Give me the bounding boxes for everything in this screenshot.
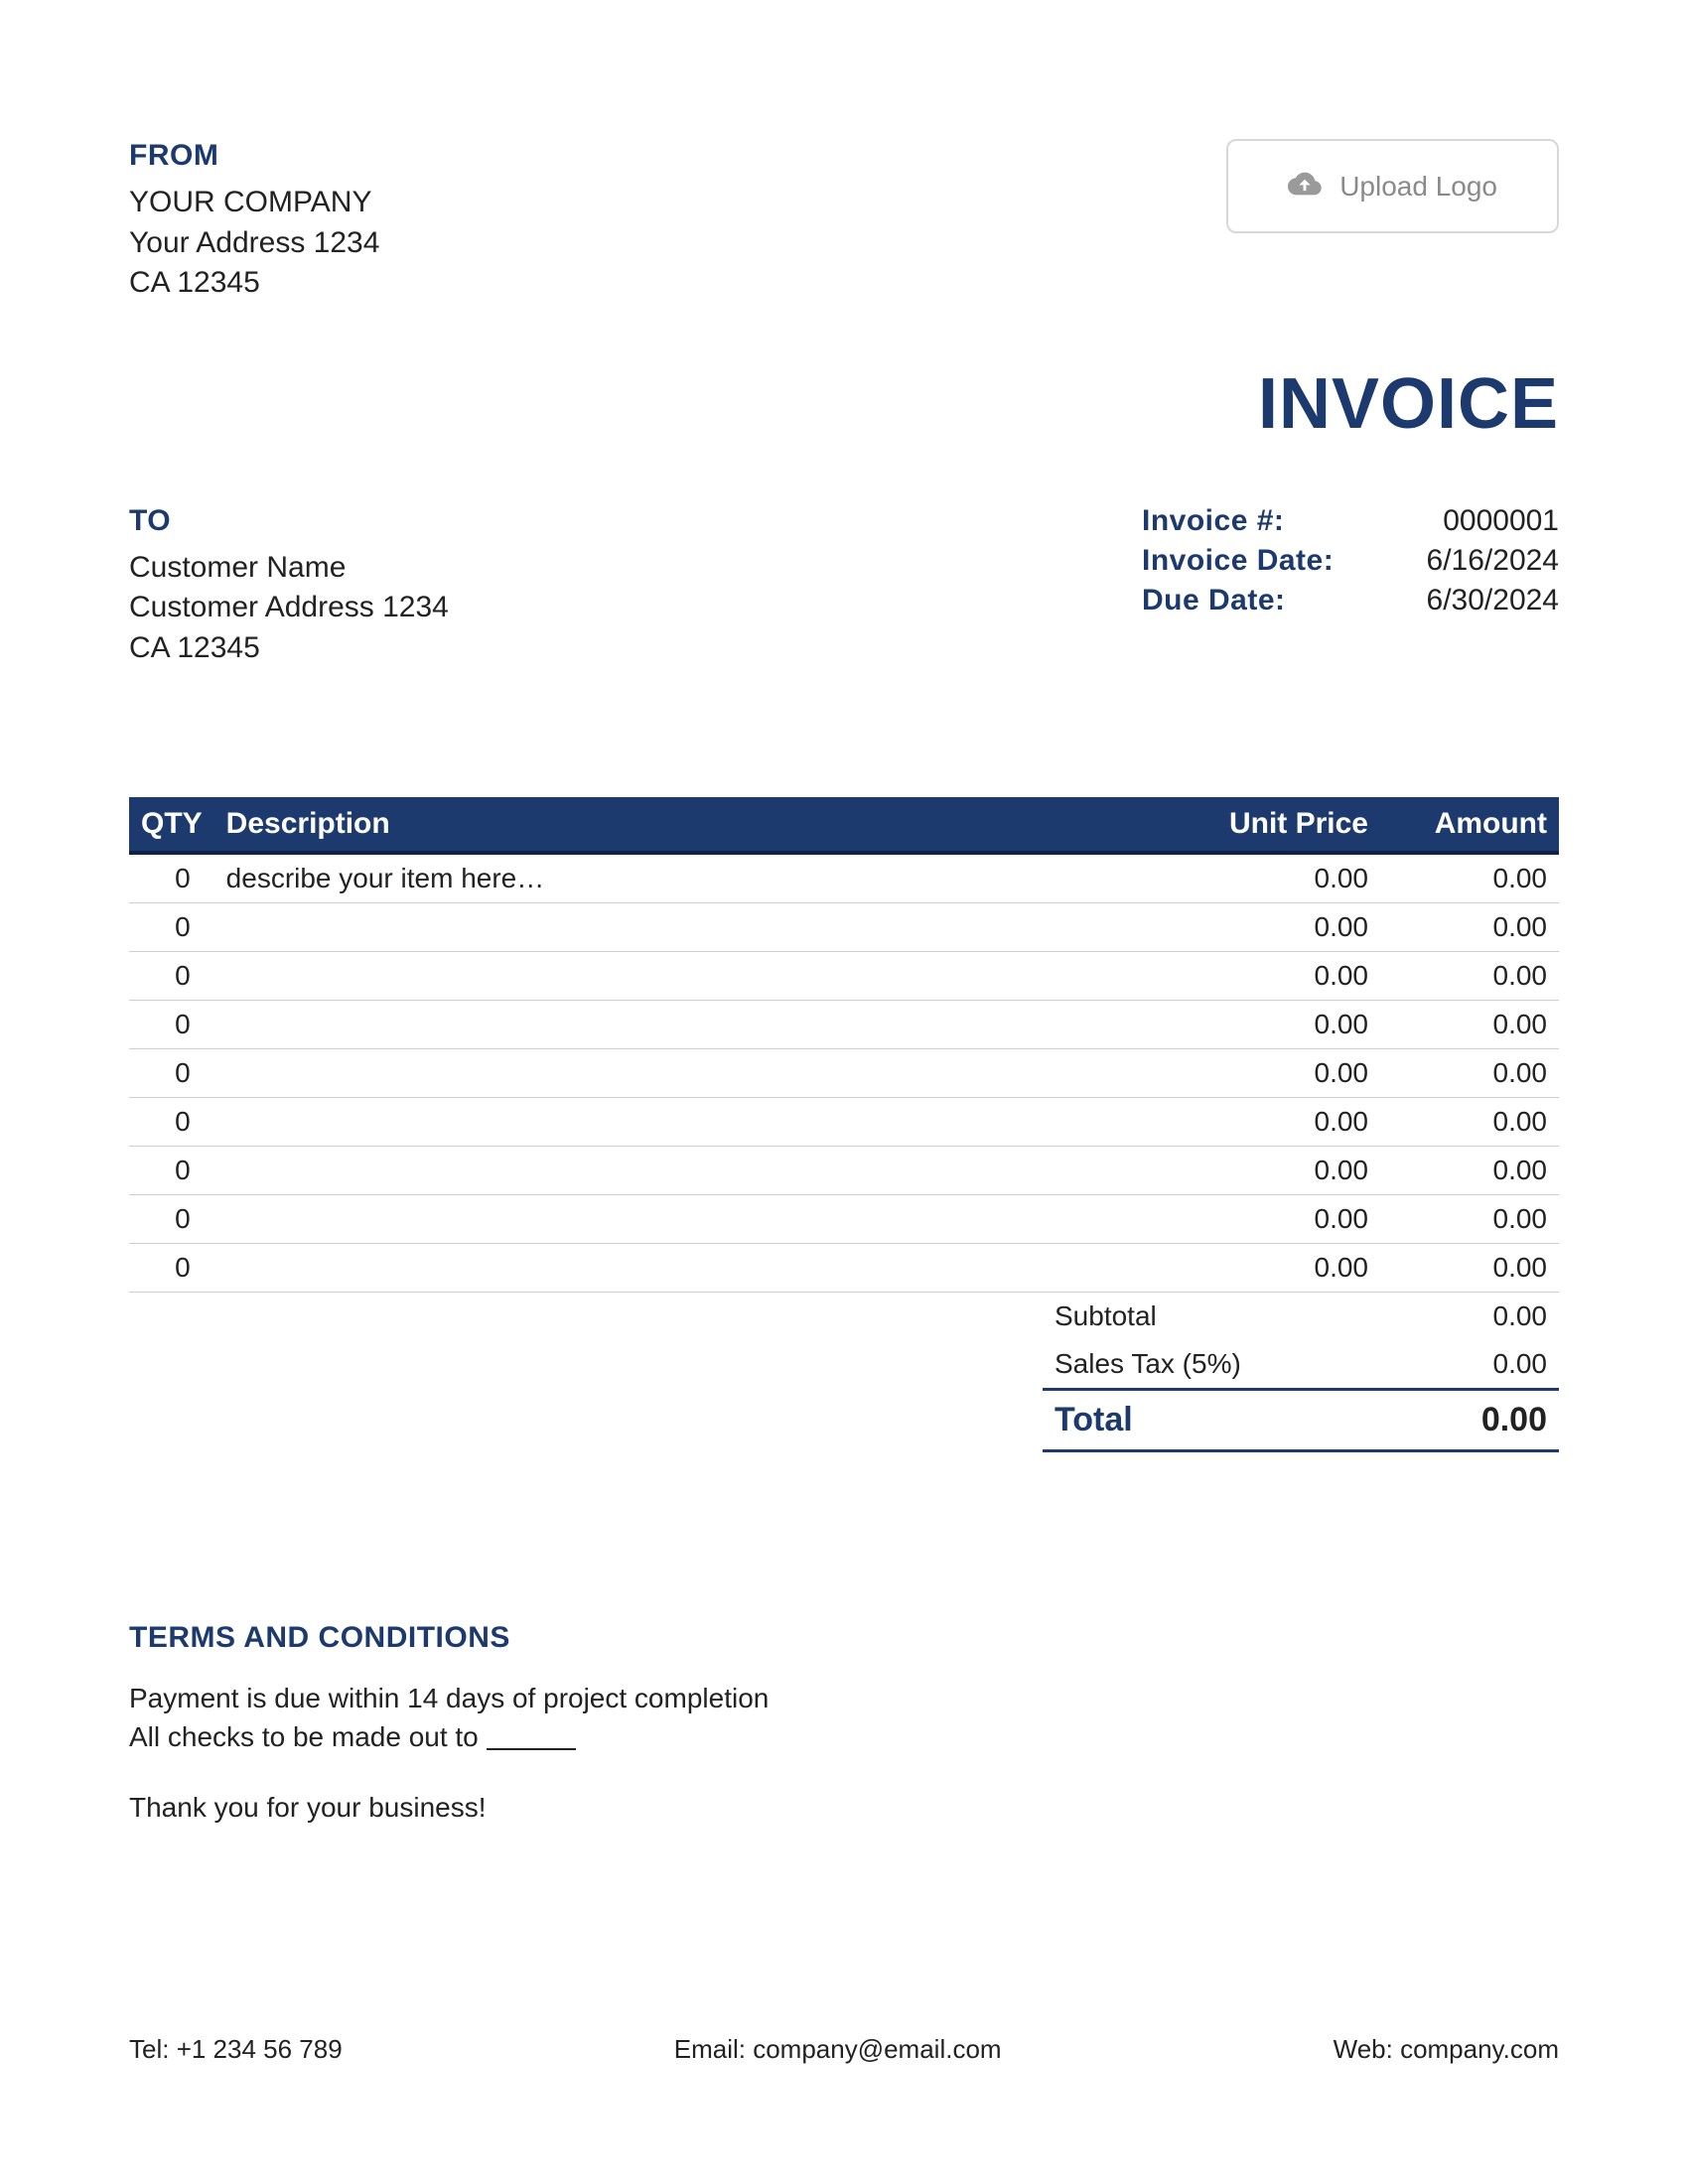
cell-qty[interactable]: 0 bbox=[129, 1001, 214, 1049]
to-block: TO Customer Name Customer Address 1234 C… bbox=[129, 504, 449, 669]
to-label: TO bbox=[129, 504, 449, 538]
from-block: FROM YOUR COMPANY Your Address 1234 CA 1… bbox=[129, 139, 379, 304]
from-company: YOUR COMPANY bbox=[129, 183, 379, 223]
upload-logo-label: Upload Logo bbox=[1339, 171, 1497, 203]
due-date-label: Due Date: bbox=[1142, 584, 1360, 617]
cell-unit[interactable]: 0.00 bbox=[1182, 952, 1380, 1001]
table-row: 0 0.000.00 bbox=[129, 1049, 1559, 1098]
cell-desc[interactable] bbox=[214, 1244, 1182, 1293]
cell-desc[interactable] bbox=[214, 1098, 1182, 1147]
cell-unit[interactable]: 0.00 bbox=[1182, 1195, 1380, 1244]
cell-amt: 0.00 bbox=[1380, 1195, 1559, 1244]
terms-line-2-text: All checks to be made out to bbox=[129, 1721, 487, 1752]
to-name: Customer Name bbox=[129, 548, 449, 589]
cell-unit[interactable]: 0.00 bbox=[1182, 1244, 1380, 1293]
subtotal-value: 0.00 bbox=[1493, 1300, 1548, 1332]
cell-qty[interactable]: 0 bbox=[129, 853, 214, 903]
upload-logo-button[interactable]: Upload Logo bbox=[1226, 139, 1559, 233]
invoice-number-label: Invoice #: bbox=[1142, 504, 1360, 538]
footer-tel-label: Tel: bbox=[129, 2034, 177, 2064]
cell-amt: 0.00 bbox=[1380, 1244, 1559, 1293]
from-label: FROM bbox=[129, 139, 379, 173]
table-row: 0 0.000.00 bbox=[129, 1001, 1559, 1049]
cell-desc[interactable] bbox=[214, 1049, 1182, 1098]
table-row: 0 0.000.00 bbox=[129, 1244, 1559, 1293]
tax-label: Sales Tax (5%) bbox=[1043, 1348, 1241, 1380]
to-address: Customer Address 1234 bbox=[129, 588, 449, 628]
footer-web-value: company.com bbox=[1400, 2034, 1559, 2064]
cell-qty[interactable]: 0 bbox=[129, 952, 214, 1001]
cell-qty[interactable]: 0 bbox=[129, 1195, 214, 1244]
cell-amt: 0.00 bbox=[1380, 1147, 1559, 1195]
invoice-date-value: 6/16/2024 bbox=[1360, 544, 1559, 578]
cell-amt: 0.00 bbox=[1380, 1049, 1559, 1098]
table-row: 0 0.000.00 bbox=[129, 1195, 1559, 1244]
table-row: 0 0.000.00 bbox=[129, 1098, 1559, 1147]
terms-block: TERMS AND CONDITIONS Payment is due with… bbox=[129, 1621, 1559, 1828]
cell-qty[interactable]: 0 bbox=[129, 1049, 214, 1098]
footer: Tel: +1 234 56 789 Email: company@email.… bbox=[129, 2034, 1559, 2065]
cell-unit[interactable]: 0.00 bbox=[1182, 1147, 1380, 1195]
to-city-zip: CA 12345 bbox=[129, 628, 449, 669]
cell-qty[interactable]: 0 bbox=[129, 903, 214, 952]
cell-unit[interactable]: 0.00 bbox=[1182, 1098, 1380, 1147]
cell-desc[interactable] bbox=[214, 903, 1182, 952]
footer-web: Web: company.com bbox=[1334, 2034, 1559, 2065]
cell-amt: 0.00 bbox=[1380, 1001, 1559, 1049]
invoice-date-label: Invoice Date: bbox=[1142, 544, 1360, 578]
table-row: 0describe your item here…0.000.00 bbox=[129, 853, 1559, 903]
footer-tel-value: +1 234 56 789 bbox=[177, 2034, 343, 2064]
terms-line-1: Payment is due within 14 days of project… bbox=[129, 1679, 1559, 1717]
cell-amt: 0.00 bbox=[1380, 903, 1559, 952]
col-desc: Description bbox=[214, 797, 1182, 853]
cell-desc[interactable] bbox=[214, 1147, 1182, 1195]
due-date-value: 6/30/2024 bbox=[1360, 584, 1559, 617]
footer-email-value: company@email.com bbox=[753, 2034, 1001, 2064]
cell-desc[interactable] bbox=[214, 1001, 1182, 1049]
table-row: 0 0.000.00 bbox=[129, 952, 1559, 1001]
cell-unit[interactable]: 0.00 bbox=[1182, 903, 1380, 952]
cloud-upload-icon bbox=[1288, 167, 1322, 205]
cell-amt: 0.00 bbox=[1380, 952, 1559, 1001]
from-address: Your Address 1234 bbox=[129, 223, 379, 264]
total-label: Total bbox=[1043, 1401, 1133, 1439]
terms-heading: TERMS AND CONDITIONS bbox=[129, 1621, 1559, 1655]
cell-amt: 0.00 bbox=[1380, 1098, 1559, 1147]
cell-desc[interactable]: describe your item here… bbox=[214, 853, 1182, 903]
footer-email-label: Email: bbox=[674, 2034, 753, 2064]
terms-line-2: All checks to be made out to bbox=[129, 1717, 1559, 1756]
terms-thanks: Thank you for your business! bbox=[129, 1788, 1559, 1827]
cell-unit[interactable]: 0.00 bbox=[1182, 853, 1380, 903]
payee-blank bbox=[487, 1748, 576, 1750]
from-city-zip: CA 12345 bbox=[129, 263, 379, 304]
invoice-number-value: 0000001 bbox=[1360, 504, 1559, 538]
cell-desc[interactable] bbox=[214, 952, 1182, 1001]
totals-block: Subtotal 0.00 Sales Tax (5%) 0.00 Total … bbox=[129, 1293, 1559, 1452]
cell-amt: 0.00 bbox=[1380, 853, 1559, 903]
subtotal-label: Subtotal bbox=[1043, 1300, 1157, 1332]
line-items-table: QTY Description Unit Price Amount 0descr… bbox=[129, 797, 1559, 1293]
footer-email: Email: company@email.com bbox=[674, 2034, 1002, 2065]
tax-value: 0.00 bbox=[1493, 1348, 1548, 1380]
cell-qty[interactable]: 0 bbox=[129, 1098, 214, 1147]
cell-unit[interactable]: 0.00 bbox=[1182, 1049, 1380, 1098]
cell-qty[interactable]: 0 bbox=[129, 1147, 214, 1195]
invoice-title: INVOICE bbox=[129, 363, 1559, 445]
table-row: 0 0.000.00 bbox=[129, 1147, 1559, 1195]
cell-unit[interactable]: 0.00 bbox=[1182, 1001, 1380, 1049]
total-value: 0.00 bbox=[1481, 1401, 1547, 1439]
footer-tel: Tel: +1 234 56 789 bbox=[129, 2034, 343, 2065]
col-qty: QTY bbox=[129, 797, 214, 853]
cell-qty[interactable]: 0 bbox=[129, 1244, 214, 1293]
invoice-meta: Invoice #: 0000001 Invoice Date: 6/16/20… bbox=[1142, 504, 1559, 623]
cell-desc[interactable] bbox=[214, 1195, 1182, 1244]
col-amt: Amount bbox=[1380, 797, 1559, 853]
table-row: 0 0.000.00 bbox=[129, 903, 1559, 952]
col-unit: Unit Price bbox=[1182, 797, 1380, 853]
footer-web-label: Web: bbox=[1334, 2034, 1400, 2064]
